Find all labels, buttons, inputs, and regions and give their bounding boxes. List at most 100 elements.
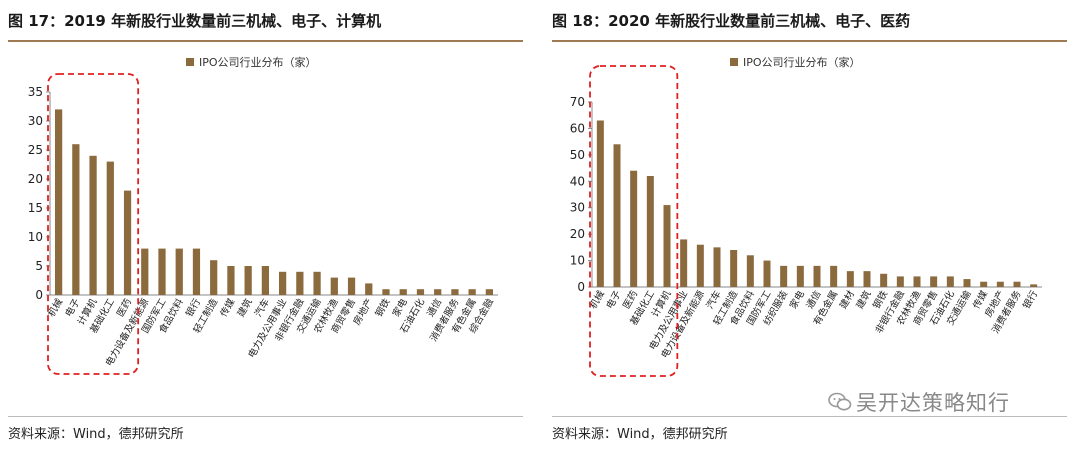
- x-tick-label: 电子: [604, 288, 624, 311]
- y-tick-label: 15: [28, 201, 43, 215]
- figure-title: 图 17：2019 年新股行业数量前三机械、电子、计算机: [8, 12, 382, 30]
- bar: [713, 247, 721, 287]
- bar: [896, 276, 904, 287]
- bar: [434, 289, 442, 295]
- bar: [680, 239, 688, 287]
- x-tick-label: 建材: [837, 288, 857, 311]
- bar: [830, 265, 838, 287]
- source-divider: [8, 416, 523, 417]
- bar: [980, 281, 988, 287]
- chart-legend: IPO公司行业分布（家）: [730, 55, 861, 69]
- bar: [399, 289, 407, 295]
- bar: [963, 279, 971, 287]
- y-tick-label: 0: [35, 288, 43, 302]
- bar: [89, 155, 97, 295]
- bar: [313, 271, 321, 295]
- y-tick-label: 70: [570, 95, 585, 109]
- bar: [663, 205, 671, 287]
- chart-legend: IPO公司行业分布（家）: [186, 55, 317, 69]
- bar: [1013, 281, 1021, 287]
- x-tick-label: 建筑: [854, 288, 874, 311]
- bar: [141, 248, 149, 295]
- bar: [996, 281, 1004, 287]
- bar: [261, 266, 270, 295]
- bar: [468, 289, 476, 295]
- watermark-text: 吴开达策略知行: [856, 391, 1010, 415]
- bar: [930, 276, 938, 287]
- bar-chart-2019: IPO公司行业分布（家）05101520253035机械电子计算机基础化工医药电…: [28, 55, 498, 375]
- bar: [416, 289, 425, 295]
- bar: [946, 276, 954, 287]
- bar: [347, 277, 356, 295]
- bar: [763, 260, 771, 287]
- y-tick-label: 40: [570, 174, 585, 188]
- bar: [72, 144, 80, 295]
- y-tick-label: 20: [28, 172, 43, 186]
- y-tick-label: 60: [570, 121, 585, 135]
- bar: [244, 266, 252, 295]
- bar: [54, 109, 63, 296]
- y-tick-label: 10: [570, 254, 585, 268]
- source-divider: [552, 416, 1067, 417]
- legend-swatch: [730, 58, 738, 66]
- legend-label: IPO公司行业分布（家）: [199, 55, 317, 69]
- bar: [613, 144, 621, 287]
- bar: [646, 176, 654, 287]
- x-tick-label: 银行: [1020, 288, 1040, 311]
- bar: [210, 260, 218, 295]
- bar: [696, 244, 704, 287]
- x-tick-label: 传媒: [218, 296, 238, 319]
- source-note: 资料来源：Wind，德邦研究所: [8, 427, 184, 442]
- y-tick-label: 25: [28, 143, 43, 157]
- bar: [863, 271, 871, 287]
- bar: [913, 276, 921, 287]
- bar: [106, 161, 114, 295]
- y-tick-label: 35: [28, 85, 43, 99]
- figure-title: 图 18：2020 年新股行业数量前三机械、电子、医药: [552, 12, 911, 30]
- highlight-box: [47, 73, 140, 375]
- y-tick-label: 30: [28, 114, 43, 128]
- figure-panel-left: 图 17：2019 年新股行业数量前三机械、电子、计算机 IPO公司行业分布（家…: [8, 0, 523, 450]
- title-divider: [552, 40, 1067, 42]
- x-tick-label: 钢铁: [373, 296, 393, 319]
- bar: [796, 265, 804, 287]
- y-tick-label: 0: [577, 280, 585, 294]
- bar: [846, 271, 854, 287]
- bar: [1030, 284, 1038, 287]
- bar: [880, 273, 888, 287]
- bar: [596, 120, 604, 287]
- y-tick-label: 30: [570, 201, 585, 215]
- bar: [175, 248, 183, 295]
- bar: [451, 289, 459, 295]
- bar: [485, 289, 494, 295]
- x-tick-label: 家电: [787, 288, 807, 311]
- bar: [278, 271, 287, 295]
- wechat-icon: [828, 392, 852, 411]
- figure-panel-right: 图 18：2020 年新股行业数量前三机械、电子、医药 IPO公司行业分布（家）…: [552, 0, 1067, 450]
- bar: [730, 250, 738, 287]
- bar-chart-2020: IPO公司行业分布（家）010203040506070机械电子医药基础化工计算机…: [570, 55, 1042, 377]
- highlight-box: [589, 65, 679, 377]
- bar: [382, 289, 390, 295]
- bar: [746, 255, 754, 287]
- x-tick-label: 建筑: [235, 296, 255, 319]
- bar: [123, 190, 132, 295]
- bar: [780, 265, 788, 287]
- source-note: 资料来源：Wind，德邦研究所: [552, 427, 728, 442]
- bar: [158, 248, 166, 295]
- bar: [227, 266, 235, 295]
- bar: [813, 265, 821, 287]
- y-tick-label: 5: [35, 259, 43, 273]
- bar: [365, 283, 373, 295]
- legend-label: IPO公司行业分布（家）: [743, 55, 861, 69]
- bar: [296, 271, 304, 295]
- y-tick-label: 10: [28, 230, 43, 244]
- bar: [192, 248, 201, 295]
- y-tick-label: 50: [570, 148, 585, 162]
- title-divider: [8, 40, 523, 42]
- y-tick-label: 20: [570, 227, 585, 241]
- watermark: 吴开达策略知行: [828, 387, 1010, 417]
- bar: [630, 170, 638, 287]
- bar: [330, 277, 338, 295]
- legend-swatch: [186, 58, 194, 66]
